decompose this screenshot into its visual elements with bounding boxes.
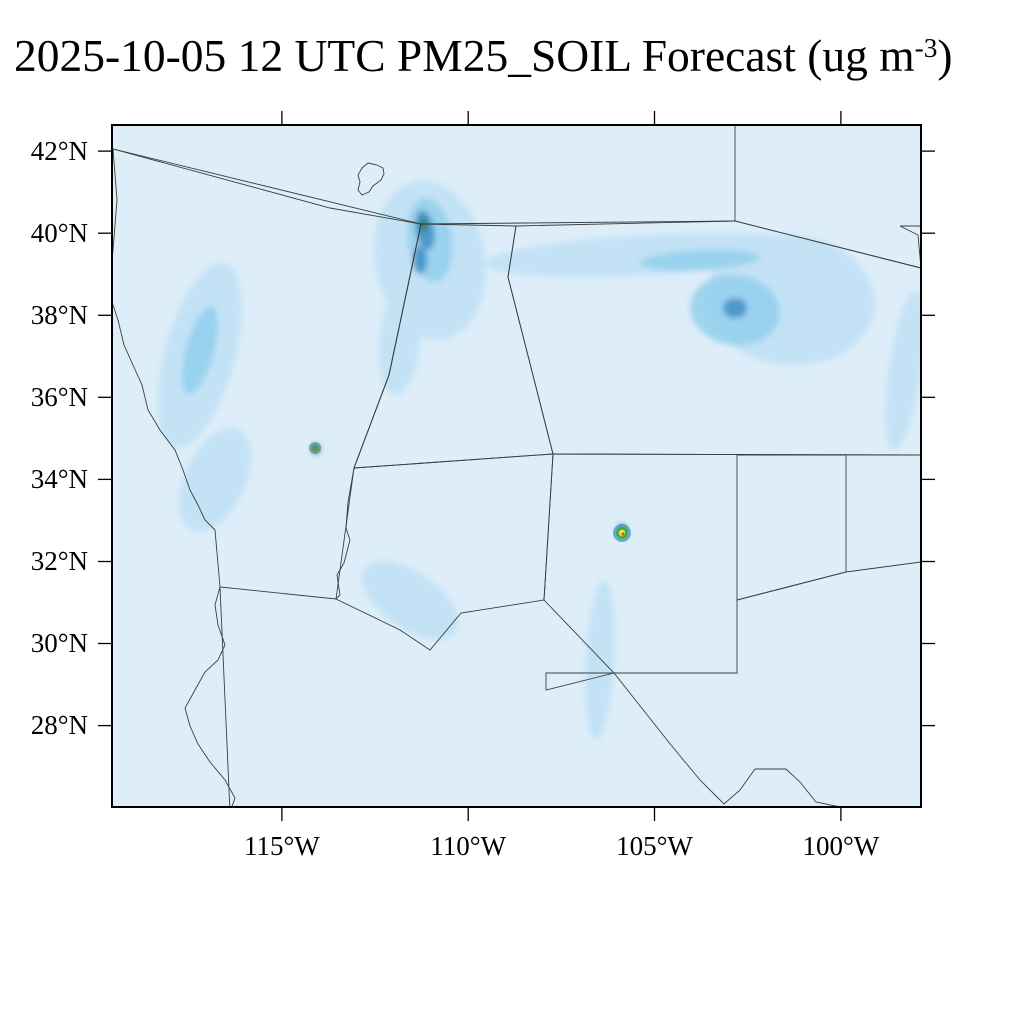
svg-text:40°N: 40°N — [31, 218, 88, 248]
svg-text:28°N: 28°N — [31, 710, 88, 740]
svg-text:100°W: 100°W — [803, 831, 880, 861]
svg-text:34°N: 34°N — [31, 464, 88, 494]
svg-text:38°N: 38°N — [31, 300, 88, 330]
svg-text:42°N: 42°N — [31, 136, 88, 166]
svg-text:115°W: 115°W — [244, 831, 320, 861]
svg-text:105°W: 105°W — [616, 831, 693, 861]
svg-text:32°N: 32°N — [31, 546, 88, 576]
svg-text:36°N: 36°N — [31, 382, 88, 412]
svg-text:110°W: 110°W — [430, 831, 506, 861]
svg-text:30°N: 30°N — [31, 628, 88, 658]
